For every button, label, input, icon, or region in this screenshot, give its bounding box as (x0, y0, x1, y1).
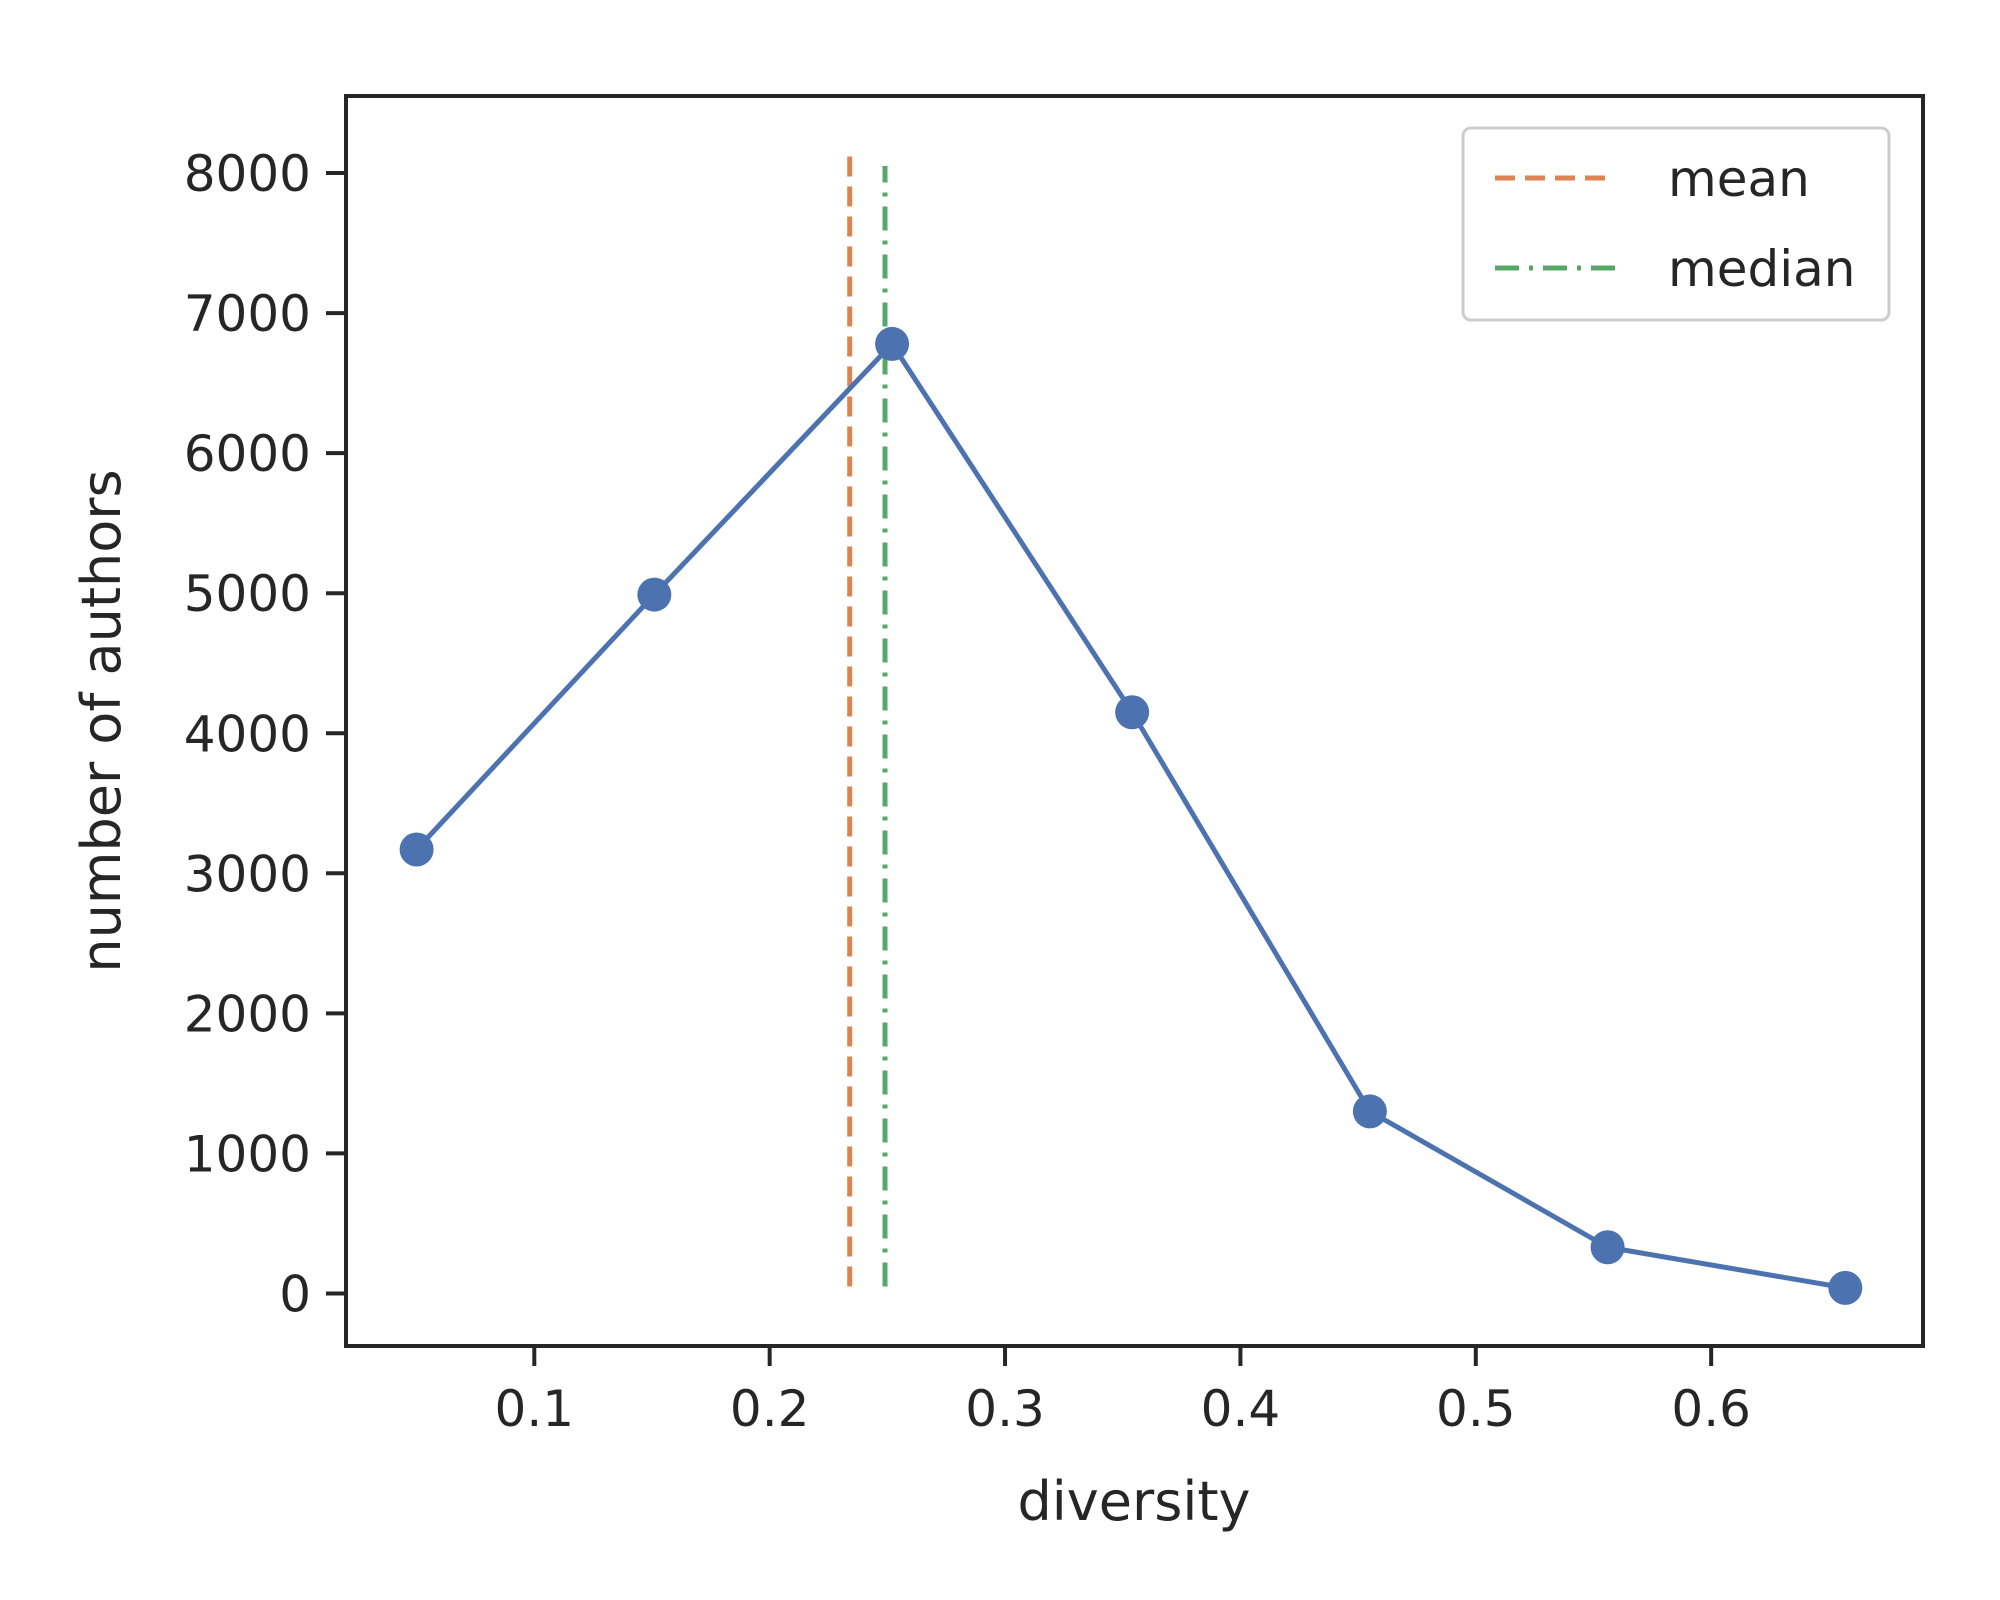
y-axis: 0 1000 2000 3000 4000 5000 6000 7000 8000 (184, 145, 346, 1323)
data-point (637, 577, 672, 612)
x-tick-label: 0.6 (1671, 1380, 1751, 1438)
x-axis: 0.1 0.2 0.3 0.4 0.5 0.6 (495, 1346, 1751, 1438)
x-tick-label: 0.2 (730, 1380, 810, 1438)
y-tick-label: 0 (279, 1265, 311, 1323)
data-point (875, 326, 910, 361)
y-axis-label: number of authors (70, 469, 133, 972)
legend-label-mean: mean (1668, 150, 1810, 208)
y-tick-label: 5000 (184, 565, 311, 623)
data-point (1115, 695, 1150, 730)
x-tick-label: 0.4 (1201, 1380, 1281, 1438)
x-axis-label: diversity (1018, 1470, 1251, 1533)
x-tick-label: 0.1 (495, 1380, 575, 1438)
data-point (1828, 1270, 1863, 1305)
x-tick-label: 0.3 (965, 1380, 1045, 1438)
data-point (399, 832, 434, 867)
y-tick-label: 8000 (184, 145, 311, 203)
reference-lines (847, 152, 888, 1287)
y-tick-label: 6000 (184, 425, 311, 483)
x-tick-label: 0.5 (1436, 1380, 1516, 1438)
y-tick-label: 4000 (184, 705, 311, 763)
y-tick-label: 3000 (184, 845, 311, 903)
legend: mean median (1461, 126, 1891, 322)
plot-frame (344, 94, 1925, 1348)
y-tick-label: 2000 (184, 985, 311, 1043)
series-line (414, 341, 1846, 1291)
series-layer (399, 326, 1863, 1305)
data-point (1590, 1230, 1625, 1265)
y-tick-label: 1000 (184, 1125, 311, 1183)
data-point (1352, 1094, 1387, 1129)
legend-label-median: median (1668, 240, 1855, 298)
y-tick-label: 7000 (184, 285, 311, 343)
